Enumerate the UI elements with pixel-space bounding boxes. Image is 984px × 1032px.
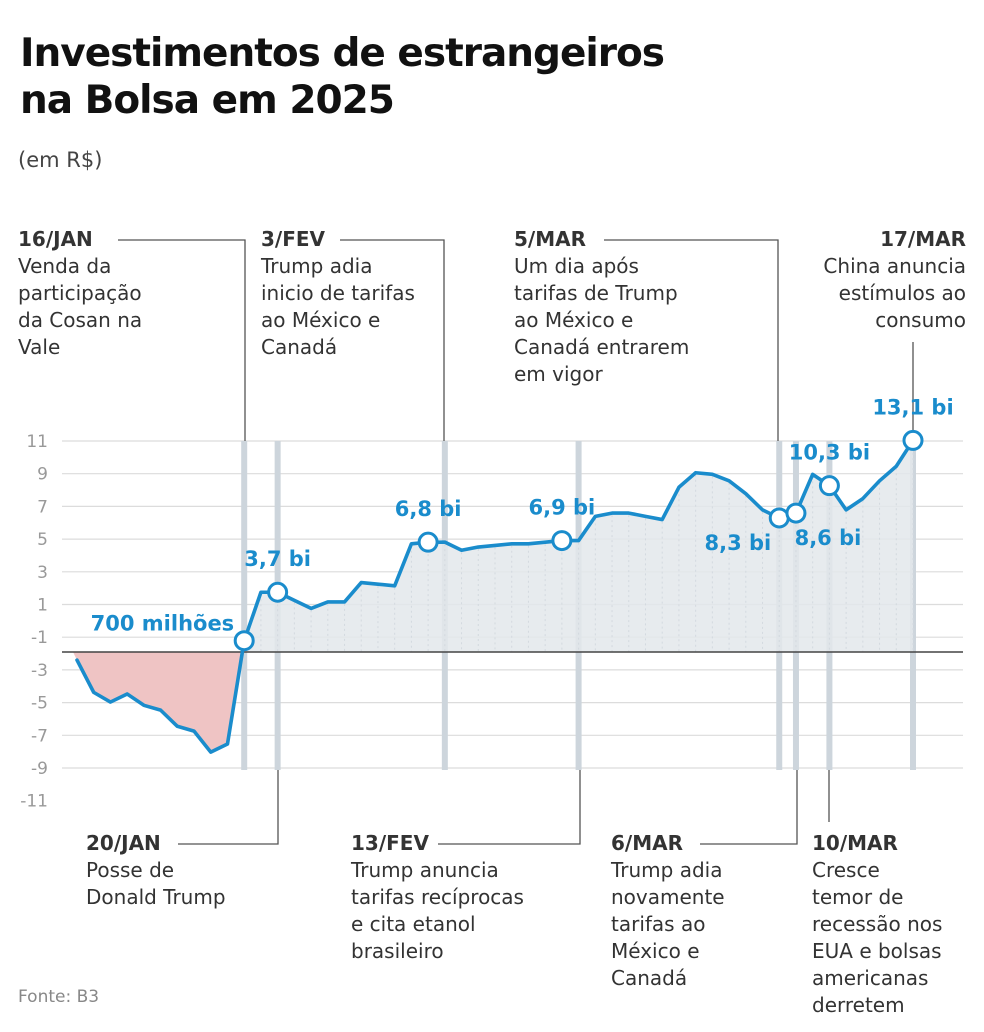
data-label: 700 milhões	[91, 612, 235, 636]
y-tick-label: -5	[31, 694, 48, 714]
annotation-date: 10/MAR	[812, 831, 898, 855]
point-labels: 700 milhões 3,7 bi 6,8 bi 6,9 bi 8,3 bi 8,6 b…	[91, 395, 954, 635]
highlight-marker	[551, 530, 573, 552]
data-label: 8,6 bi	[795, 526, 862, 550]
data-label: 6,9 bi	[529, 496, 596, 520]
annotation-20-jan: 20/JAN Posse de Donald Trump	[86, 830, 226, 911]
unit-subtitle: (em R$)	[18, 148, 103, 172]
annotation-text: Posse de Donald Trump	[86, 858, 226, 909]
leader-line	[438, 770, 581, 845]
data-label: 8,3 bi	[704, 531, 771, 555]
y-tick-label: 1	[37, 596, 48, 616]
annotation-5-mar: 5/MAR Um dia após tarifas de Trump ao Mé…	[514, 226, 689, 388]
event-bar	[241, 441, 248, 770]
y-tick-label: 9	[37, 465, 48, 485]
positive-area	[242, 440, 914, 652]
annotation-date: 17/MAR	[880, 227, 966, 251]
highlight-marker	[818, 475, 840, 497]
annotation-date: 3/FEV	[261, 227, 326, 251]
y-axis-ticks: 11 9 7 5 3 1 -1 -3 -5 -7 -9 -11	[20, 432, 48, 812]
leader-line	[178, 770, 279, 845]
area-fills	[73, 440, 914, 753]
data-label: 13,1 bi	[872, 395, 953, 419]
chart-title: Investimentos de estrangeiros na Bolsa e…	[20, 30, 665, 124]
data-label: 6,8 bi	[395, 497, 462, 521]
negative-area	[73, 652, 243, 753]
y-tick-label: 3	[37, 563, 48, 583]
y-tick-label: -11	[20, 792, 48, 812]
annotation-16-jan: 16/JAN Venda da participação da Cosan na…	[18, 226, 142, 361]
y-tick-label: 5	[37, 530, 48, 550]
leader-line	[340, 239, 445, 441]
leader-line	[118, 239, 246, 441]
annotation-text: Trump adia novamente tarifas ao México e…	[611, 858, 725, 990]
annotation-text: Venda da participação da Cosan na Vale	[18, 254, 143, 359]
highlight-marker	[233, 630, 255, 652]
annotation-3-fev: 3/FEV Trump adia inicio de tarifas ao Mé…	[261, 226, 415, 361]
highlight-marker	[768, 507, 790, 529]
highlight-markers	[233, 429, 924, 652]
annotation-17-mar: 17/MAR China anuncia estímulos ao consum…	[823, 226, 966, 334]
highlight-marker	[785, 502, 807, 524]
annotation-text: Um dia após tarifas de Trump ao México e…	[514, 254, 690, 386]
source-note: Fonte: B3	[18, 987, 100, 1007]
data-label: 10,3 bi	[789, 441, 870, 465]
annotation-leader-lines	[118, 239, 914, 845]
highlight-marker	[417, 531, 439, 553]
annotation-text: Cresce temor de recessão nos EUA e bolsa…	[812, 858, 943, 1017]
leader-line	[604, 239, 779, 441]
annotation-13-fev: 13/FEV Trump anuncia tarifas recíprocas …	[351, 830, 524, 965]
annotation-text: China anuncia estímulos ao consumo	[823, 254, 966, 332]
highlight-marker	[267, 581, 289, 603]
annotation-date: 5/MAR	[514, 227, 587, 251]
annotation-text: Trump adia inicio de tarifas ao México e…	[261, 254, 415, 359]
leader-line	[700, 770, 798, 845]
title-line-1: Investimentos de estrangeiros	[20, 31, 665, 76]
annotation-date: 13/FEV	[351, 831, 429, 855]
annotation-10-mar: 10/MAR Cresce temor de recessão nos EUA …	[812, 830, 942, 1019]
title-line-2: na Bolsa em 2025	[20, 78, 395, 123]
y-tick-label: 7	[37, 497, 48, 517]
data-label: 3,7 bi	[244, 547, 311, 571]
annotation-text: Trump anuncia tarifas recíprocas e cita …	[351, 858, 524, 963]
y-tick-label: 11	[26, 432, 48, 452]
y-tick-label: -3	[31, 661, 48, 681]
highlight-marker	[902, 429, 924, 451]
annotation-date: 20/JAN	[86, 831, 161, 855]
annotation-date: 6/MAR	[611, 831, 684, 855]
annotation-6-mar: 6/MAR Trump adia novamente tarifas ao Mé…	[611, 830, 725, 992]
y-tick-label: -1	[31, 628, 48, 648]
y-tick-label: -9	[31, 759, 48, 779]
y-tick-label: -7	[31, 726, 48, 746]
annotation-date: 16/JAN	[18, 227, 93, 251]
